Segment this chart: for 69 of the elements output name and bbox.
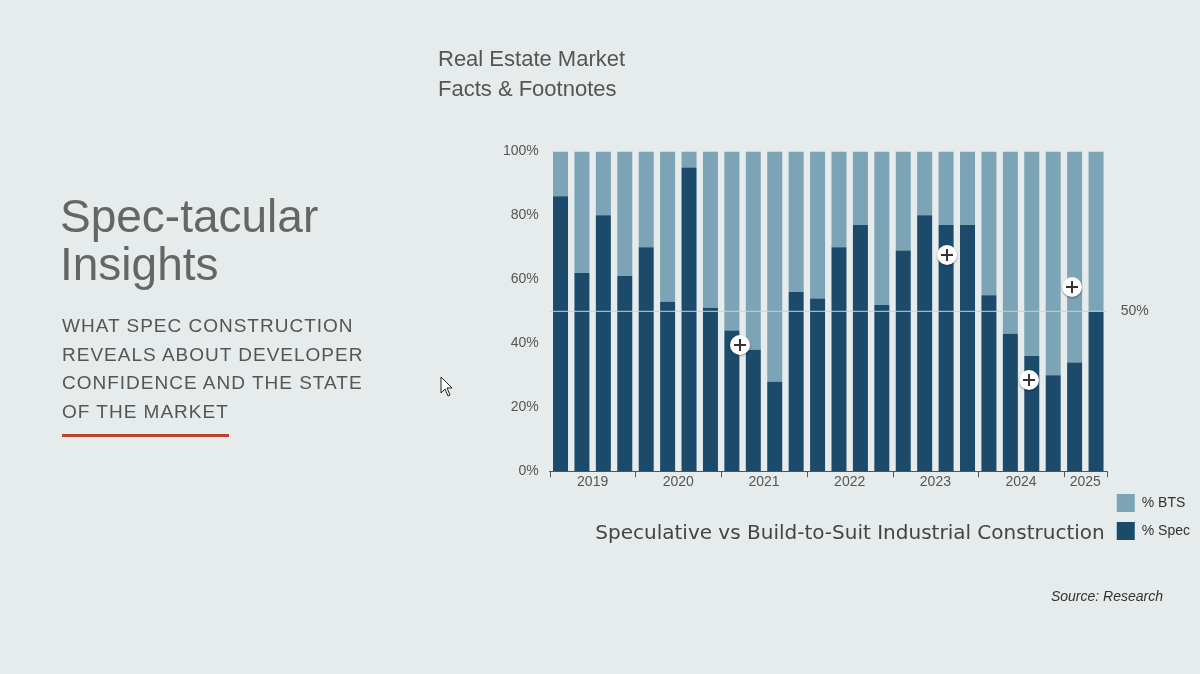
x-tick-label: 2020	[662, 473, 695, 490]
bar	[702, 151, 718, 309]
x-tick-label: 2025	[1069, 473, 1102, 490]
bar	[595, 215, 611, 472]
x-tick-label: 2023	[919, 473, 952, 490]
bar	[702, 308, 718, 472]
bar	[1088, 311, 1104, 472]
bar	[788, 151, 804, 293]
bar	[960, 151, 976, 225]
bar	[810, 151, 826, 299]
text: WHAT SPEC CONSTRUCTION REVEALS ABOUT DEVELOPER CONFIDENCE AND THE STATE OF THE MARKET	[62, 314, 365, 424]
bar	[574, 272, 590, 472]
bar	[960, 224, 976, 472]
bar	[681, 151, 697, 168]
y-tick-label: 40%	[510, 334, 539, 351]
bar	[1088, 151, 1104, 312]
y-tick-label: 20%	[510, 398, 539, 415]
bar	[981, 295, 997, 472]
bar	[831, 151, 847, 248]
bar	[595, 151, 611, 216]
text: Speculative vs Build-to-Suit Industrial Construction	[595, 520, 1105, 545]
x-tick-label: 2021	[748, 473, 780, 490]
bar	[1045, 375, 1061, 472]
bar	[553, 196, 569, 472]
bar	[617, 276, 633, 472]
x-tick-label: 2022	[834, 473, 866, 490]
bar	[638, 151, 654, 248]
bar	[831, 247, 847, 472]
legend-label: % Spec	[1141, 521, 1190, 538]
source-note: Source: Research	[1050, 588, 1163, 604]
x-tick-label: 2024	[1005, 473, 1037, 490]
text: Real Estate Market Facts & Footnotes	[438, 45, 627, 103]
bar	[874, 151, 890, 305]
bar	[638, 247, 654, 472]
bar	[895, 151, 911, 251]
y-tick-label: 100%	[502, 142, 539, 159]
y-tick-label: 60%	[510, 270, 539, 287]
y-tick-label: 80%	[510, 206, 539, 223]
bar	[660, 301, 676, 472]
bar	[553, 151, 569, 197]
bar	[574, 151, 590, 273]
bar	[788, 292, 804, 472]
x-tick-label: 2019	[577, 473, 609, 490]
bar	[681, 167, 697, 472]
bar	[917, 151, 933, 216]
bar	[874, 304, 890, 472]
bar	[617, 151, 633, 277]
ref-line-label: 50%	[1120, 302, 1149, 319]
bar	[1002, 151, 1018, 334]
bar	[895, 250, 911, 472]
bar	[1002, 333, 1018, 472]
bar	[981, 151, 997, 296]
bar	[852, 151, 868, 225]
bar	[724, 151, 740, 331]
bar	[767, 381, 783, 472]
bar	[810, 298, 826, 472]
bar	[745, 349, 761, 472]
bar	[852, 224, 868, 472]
legend-label: % BTS	[1141, 493, 1186, 510]
bar	[938, 151, 954, 225]
bar	[767, 151, 783, 382]
bar	[1067, 362, 1083, 472]
bar	[917, 215, 933, 472]
bar	[1045, 151, 1061, 376]
bar	[660, 151, 676, 302]
text: Spec-tacular Insights	[60, 190, 320, 290]
y-tick-label: 0%	[518, 462, 539, 479]
bar	[1024, 151, 1040, 357]
bar	[745, 151, 761, 350]
